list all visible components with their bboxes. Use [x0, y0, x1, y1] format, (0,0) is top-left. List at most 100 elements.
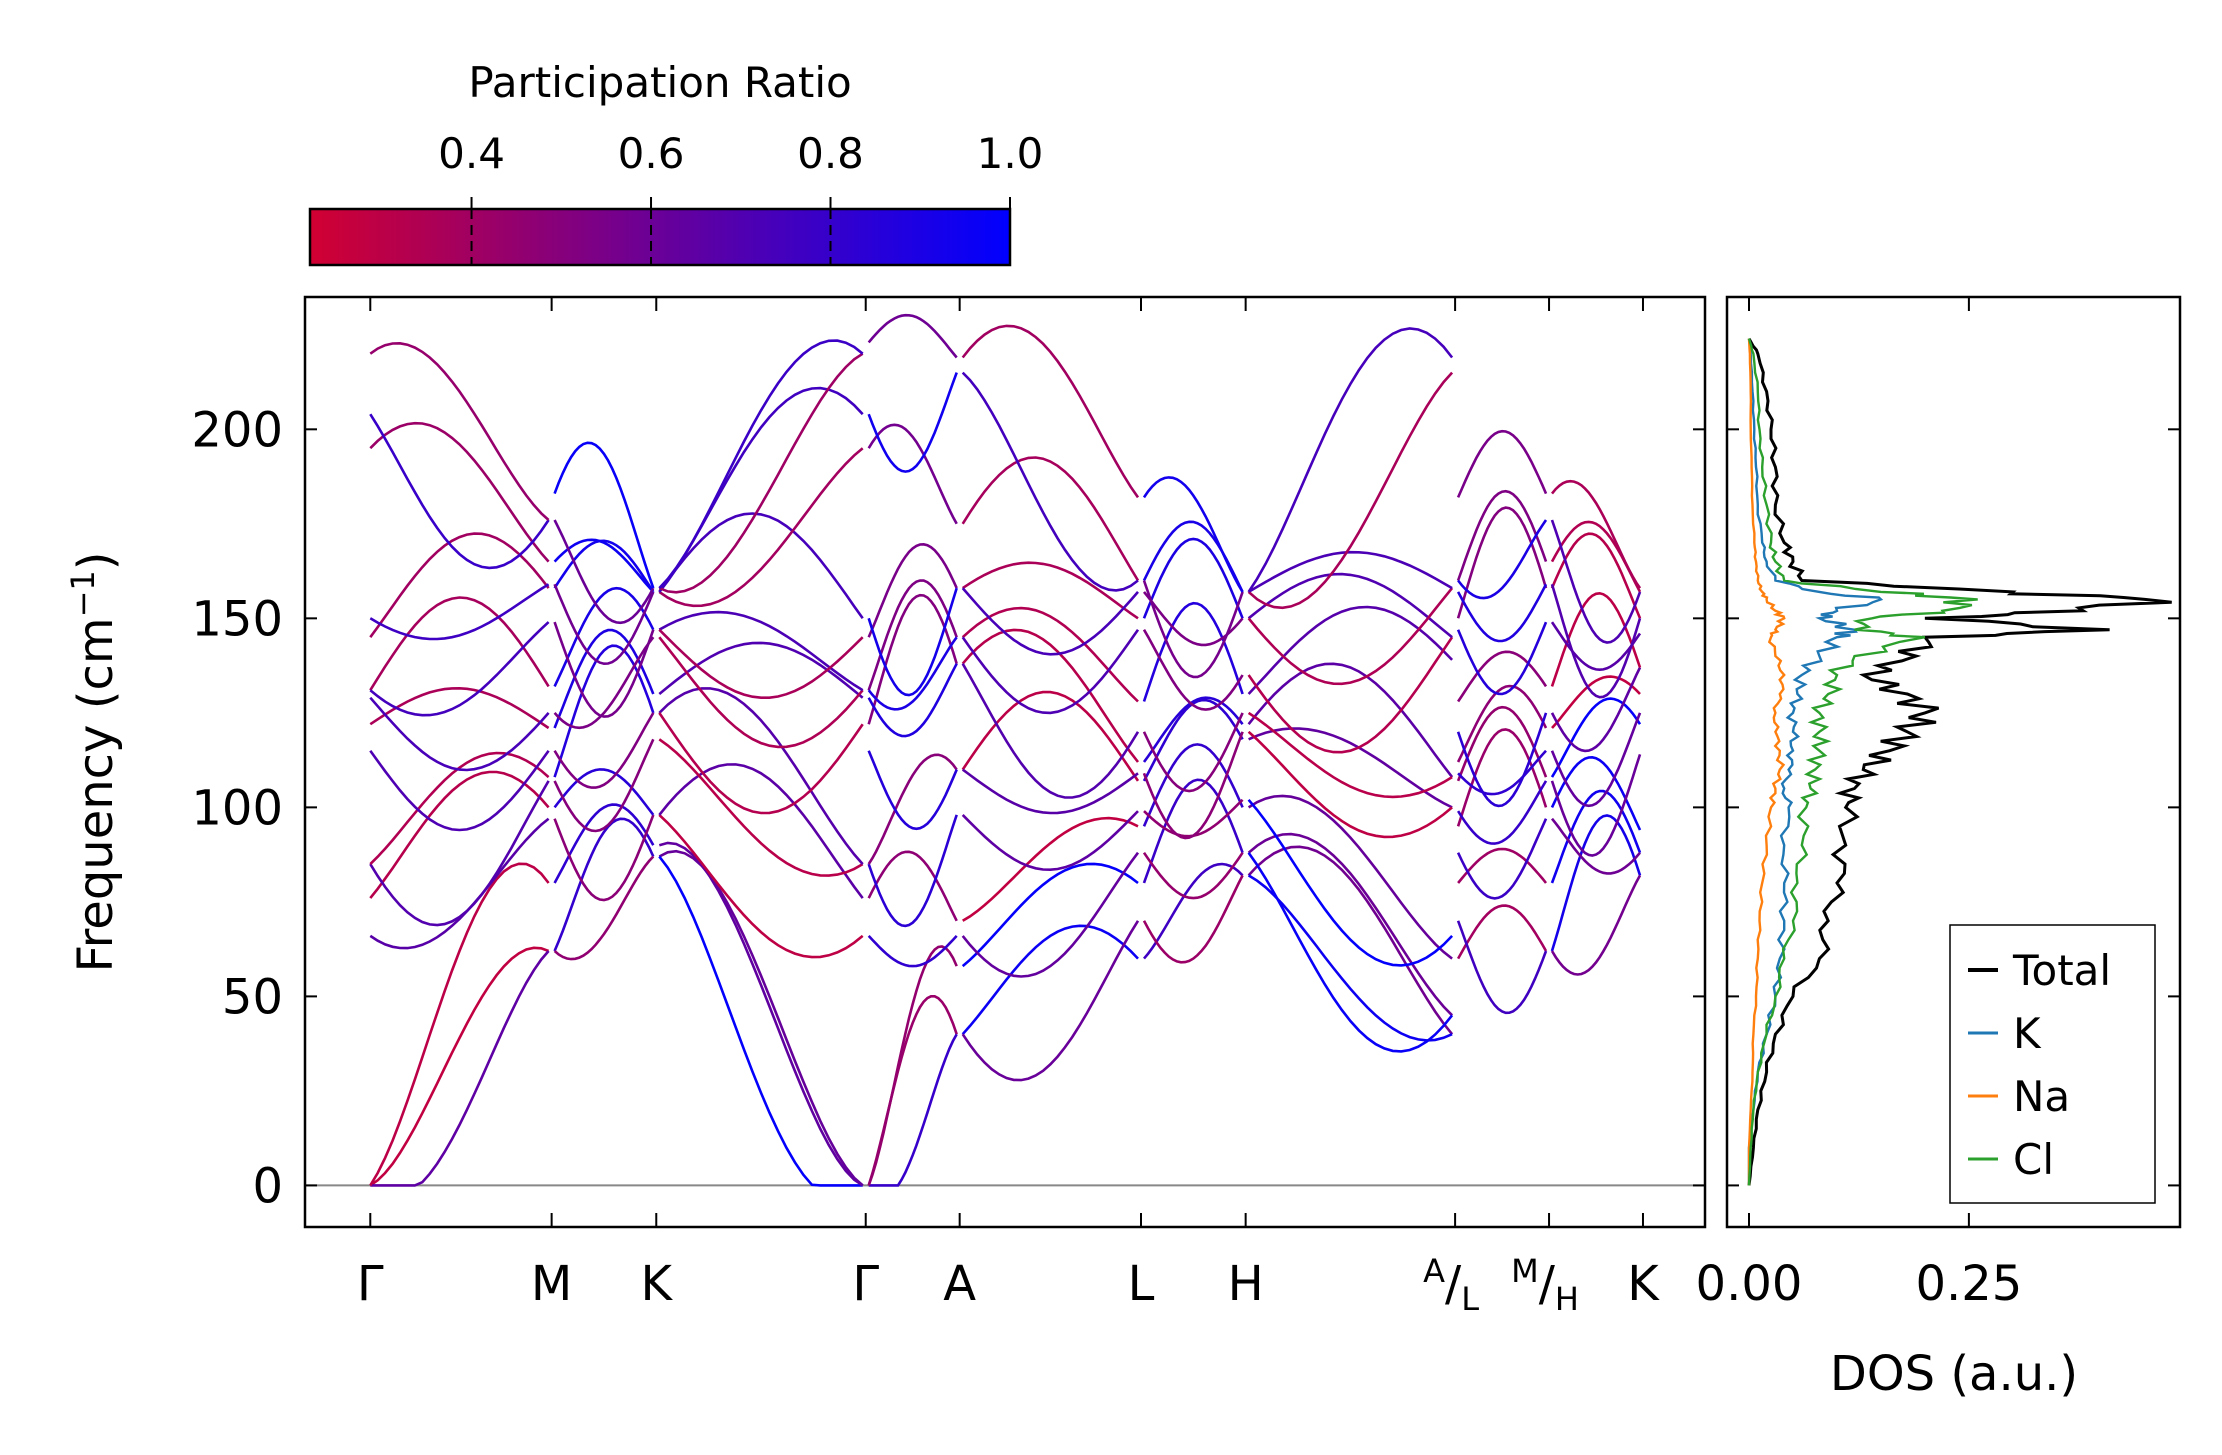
phonon-band-line	[658, 738, 864, 877]
phonon-band-line	[553, 768, 655, 816]
phonon-band-line	[658, 628, 864, 699]
high-symmetry-label: A/L	[1423, 1252, 1479, 1318]
phonon-band-line	[658, 636, 864, 749]
legend-label: K	[2013, 1009, 2042, 1058]
phonon-band-line	[1456, 904, 1548, 960]
x-axis-label-dos: DOS (a.u.)	[1830, 1346, 2078, 1402]
colorbar-ticks: 0.4 0.6 0.8 1.0	[438, 129, 1043, 265]
phonon-band-line	[867, 753, 958, 865]
band-x-ticks: Γ M K Γ A L H A/L M/H K	[357, 297, 1660, 1318]
phonon-band-line	[553, 817, 655, 952]
band-structure-plot: 0 50 100 150 200 Γ M K Γ A L H A/L M/H K Frequency (c…	[64, 295, 1707, 1318]
phonon-band-line	[658, 447, 864, 608]
phonon-band-line	[369, 751, 550, 866]
phonon-band-line	[1247, 730, 1453, 839]
phonon-band-line	[867, 636, 958, 711]
dos-plot: 0.00 0.25 DOS (a.u.) Total K Na Cl	[1696, 295, 2182, 1402]
colorbar-gradient	[308, 207, 1012, 267]
phonon-band-line	[961, 924, 1139, 1036]
colorbar-tick-label: 1.0	[977, 129, 1044, 178]
y-tick-label: 50	[222, 969, 283, 1025]
phonon-band-line	[369, 749, 550, 832]
y-axis-label: Frequency (cm−1)	[64, 551, 124, 972]
phonon-band-line	[1247, 845, 1454, 1036]
phonon-band-line	[658, 352, 864, 594]
phonon-band-line	[1551, 675, 1641, 729]
phonon-band-line	[961, 587, 1139, 656]
phonon-band-line	[553, 636, 655, 730]
phonon-band-line	[658, 339, 864, 589]
phonon-band-line	[658, 763, 864, 899]
phonon-band-line	[658, 610, 864, 692]
phonon-band-line	[1550, 874, 1642, 976]
phonon-band-line	[961, 628, 1140, 763]
high-symmetry-label: M	[531, 1256, 572, 1312]
phonon-band-line	[1550, 519, 1642, 644]
phonon-band-line	[1550, 712, 1642, 808]
band-plot-frame	[303, 295, 1707, 1229]
phonon-band-line	[961, 324, 1140, 499]
phonon-band-line	[658, 841, 864, 1187]
phonon-band-line	[1457, 749, 1547, 796]
phonon-band-line	[961, 768, 1139, 815]
phonon-band-line	[1456, 621, 1548, 696]
colorbar-tick-label: 0.8	[797, 129, 864, 178]
phonon-band-line	[658, 849, 864, 1187]
phonon-band-line	[553, 738, 655, 833]
colorbar-tick-label: 0.6	[618, 129, 685, 178]
phonon-band-line	[1550, 583, 1642, 699]
phonon-band-line	[961, 920, 1140, 1082]
dos-x-tick-label: 0.00	[1696, 1256, 1803, 1312]
phonon-band-line	[553, 712, 655, 789]
phonon-band-line	[1142, 591, 1244, 647]
phonon-band-line	[1247, 874, 1453, 1042]
phonon-band-line	[867, 814, 958, 928]
phonon-band-line	[553, 539, 655, 593]
phonon-band-line	[658, 813, 864, 959]
phonon-band-line	[867, 945, 958, 1186]
phonon-band-line	[867, 372, 958, 473]
phonon-band-line	[867, 542, 958, 638]
phonon-band-line	[1456, 489, 1548, 581]
high-symmetry-label: K	[1627, 1256, 1660, 1312]
phonon-band-line	[658, 687, 864, 865]
phonon-band-line	[1247, 550, 1453, 594]
legend-label: Total	[2012, 946, 2111, 995]
high-symmetry-label: L	[1128, 1256, 1155, 1312]
phonon-band-line	[1142, 712, 1244, 793]
phonon-band-line	[961, 851, 1140, 978]
phonon-band-line	[553, 586, 655, 687]
dos-plot-frame	[1725, 295, 2182, 1229]
colorbar-tick-label: 0.4	[438, 129, 505, 178]
phonon-band-line	[867, 313, 958, 359]
y-tick-label: 100	[191, 780, 283, 836]
phonon-band-line	[553, 803, 655, 884]
phonon-band-line	[961, 663, 1140, 799]
phonon-band-line	[1457, 847, 1548, 884]
phonon-band-line	[867, 750, 958, 831]
y-tick-label: 200	[191, 402, 283, 458]
phonon-band-line	[868, 1033, 958, 1187]
phonon-band-line	[961, 456, 1140, 582]
phonon-band-line	[1142, 696, 1244, 763]
phonon-band-line	[658, 386, 864, 593]
phonon-band-line	[1456, 712, 1548, 808]
phonon-band-line	[369, 696, 550, 772]
phonon-band-line	[553, 621, 655, 718]
phonon-band-line	[961, 628, 1140, 715]
phonon-band-line	[1247, 327, 1454, 593]
phonon-band-line	[961, 862, 1139, 968]
phonon-band-line	[369, 780, 550, 927]
phonon-band-line	[1456, 705, 1548, 782]
dos-curves	[1747, 337, 2172, 1186]
high-symmetry-label: A	[943, 1256, 976, 1312]
phonon-band-line	[1456, 920, 1548, 1015]
phonon-band-line	[658, 641, 864, 699]
high-symmetry-label: M/H	[1511, 1252, 1579, 1318]
phonon-band-line	[961, 690, 1140, 782]
phonon-band-line	[867, 935, 958, 968]
phonon-band-line	[1550, 532, 1642, 619]
phonon-band-line	[1247, 794, 1453, 960]
y-tick-label: 150	[191, 591, 283, 647]
